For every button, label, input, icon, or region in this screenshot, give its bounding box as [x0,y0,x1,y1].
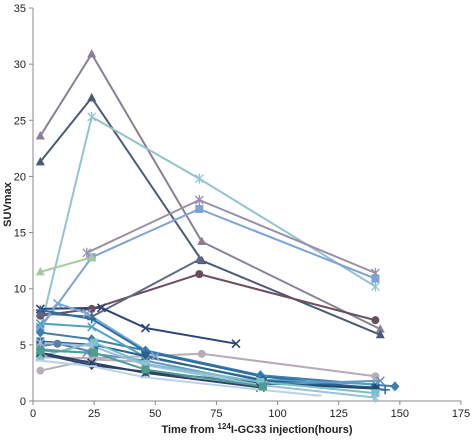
data-point-marker [35,156,45,166]
data-point-marker [87,322,97,332]
y-tick-label: 20 [14,171,26,183]
data-point-marker [194,254,204,264]
series-line [39,115,376,330]
data-point-marker [371,274,380,283]
y-tick-label: 15 [14,228,26,240]
x-tick-label: 25 [88,408,100,420]
series-line [40,256,92,273]
data-point-marker [194,195,204,206]
data-point-marker [375,324,385,333]
data-point-marker [87,92,97,102]
data-point-marker [371,316,380,325]
data-point-marker [380,385,390,395]
y-tick-label: 0 [20,396,26,408]
series-line [39,302,156,357]
series-line [40,273,376,322]
y-tick-label: 5 [20,340,26,352]
data-point-marker [140,323,151,333]
data-point-marker [195,204,204,213]
x-axis-title-superscript: 124 [218,422,232,431]
data-point-marker [36,352,45,361]
data-point-marker [35,337,45,348]
data-point-marker [35,305,45,315]
y-tick-label: 30 [14,59,26,71]
series-line [39,208,376,329]
series-line [39,96,381,336]
axes [32,8,461,402]
data-point-marker [82,308,92,318]
data-point-marker [141,352,150,361]
data-point-marker [35,318,45,329]
data-point-marker [87,111,97,122]
x-axis-title-prefix: Time from [161,424,217,436]
x-tick-label: 50 [149,408,161,420]
data-point-marker [375,329,385,339]
data-point-marker [370,281,380,292]
data-point-marker [87,252,97,261]
data-point-marker [53,339,62,348]
data-point-marker [35,322,45,332]
data-point-marker [96,303,107,313]
x-tick-label: 75 [210,408,222,420]
data-point-marker [87,314,97,324]
series-markers [35,49,400,403]
data-point-marker [35,131,45,140]
data-point-marker [90,348,99,357]
data-point-marker [87,49,97,58]
x-tick-label: 125 [330,408,348,420]
data-point-marker [375,376,385,386]
data-point-marker [390,381,400,392]
data-point-marker [197,236,207,246]
data-point-marker [36,366,45,375]
tick-labels: 0 5 10 15 20 25 30 35 0 25 50 75 100 125 150 175 [14,3,470,420]
y-tick-label: 25 [14,115,26,127]
x-tick-label: 175 [452,408,470,420]
x-tick-label: 150 [391,408,409,420]
data-point-marker [194,173,204,184]
data-point-marker [197,349,206,358]
y-axis-title: SUVmax [2,181,14,227]
data-point-marker [36,346,45,355]
data-point-marker [370,392,380,403]
data-point-marker [150,351,160,361]
series-line [40,349,264,388]
data-point-marker [256,377,265,386]
x-axis-title: Time from 124I-GC33 injection(hours) [161,422,352,436]
x-tick-label: 0 [30,408,36,420]
data-point-marker [195,270,204,279]
data-point-marker [87,360,97,371]
data-point-marker [141,365,150,374]
data-point-marker [258,382,267,391]
data-point-marker [231,339,241,349]
y-tick-label: 35 [14,3,26,15]
data-point-marker [35,327,45,338]
data-point-marker [35,266,45,276]
data-point-marker [90,338,99,347]
x-axis-title-suffix: I-GC33 injection(hours) [231,424,353,436]
x-tick-label: 100 [268,408,286,420]
y-tick-label: 10 [14,284,26,296]
series-line [40,351,261,389]
data-point-marker [52,298,63,308]
